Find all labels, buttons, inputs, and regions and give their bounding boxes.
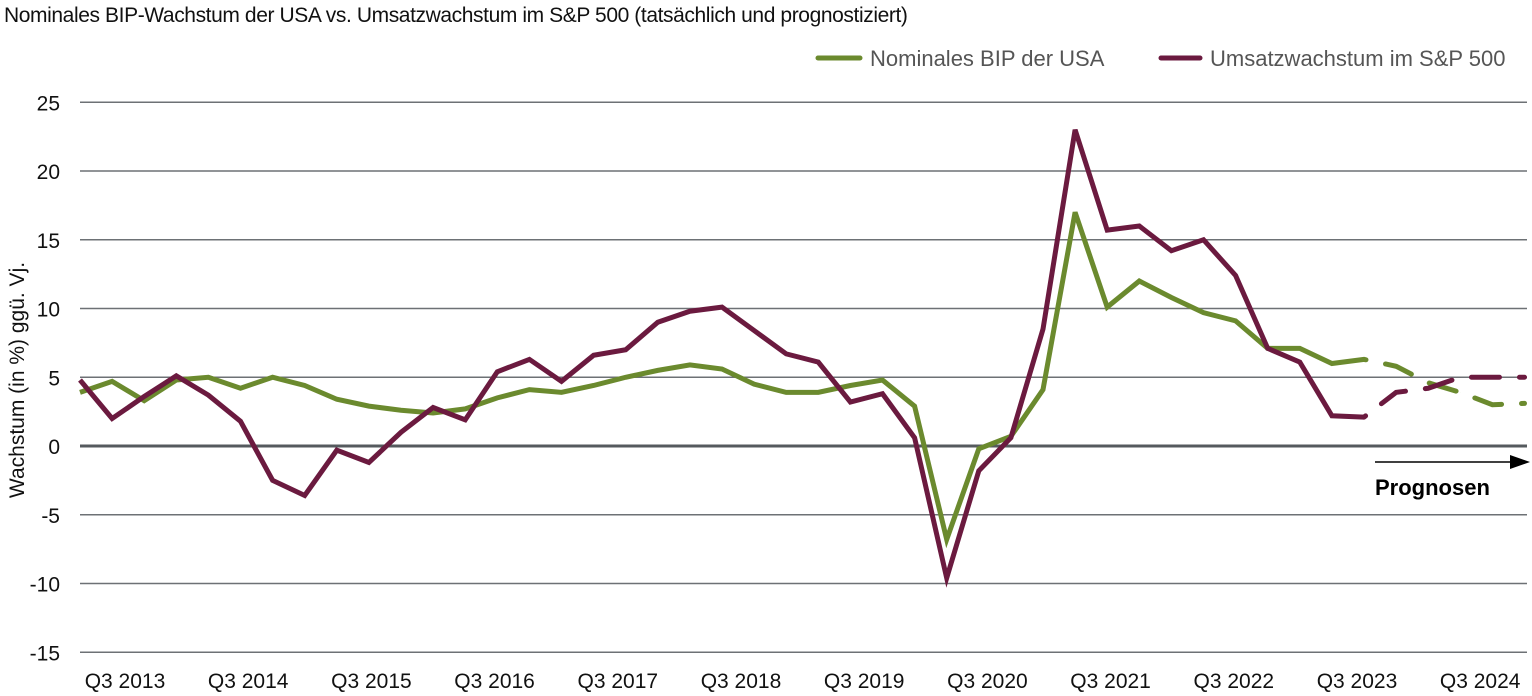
- x-tick-label: Q3 2014: [208, 670, 289, 693]
- x-tick-label: Q3 2019: [824, 670, 905, 693]
- y-tick-label: 5: [48, 367, 60, 390]
- series-line-actual: [79, 211, 1365, 549]
- y-tick-label: -15: [30, 642, 60, 665]
- y-tick-label: -5: [41, 505, 60, 528]
- series-lines: [78, 128, 1527, 588]
- chart-title: Nominales BIP-Wachstum der USA vs. Umsat…: [4, 4, 908, 27]
- x-tick-label: Q3 2024: [1440, 670, 1521, 693]
- y-tick-label: 10: [37, 299, 60, 322]
- x-tick-label: Q3 2018: [701, 670, 782, 693]
- y-tick-label: 25: [37, 92, 60, 115]
- series-line-actual: [78, 128, 1365, 588]
- series-line-forecast: [1361, 374, 1527, 420]
- x-tick-label: Q3 2021: [1070, 670, 1151, 693]
- forecast-marker: Prognosen: [1375, 455, 1530, 500]
- x-tick-label: Q3 2022: [1194, 670, 1275, 693]
- y-tick-label: 15: [37, 230, 60, 253]
- x-tick-labels: Q3 2013 Q3 2014 Q3 2015 Q3 2016 Q3 2017 Q3 20…: [85, 670, 1521, 693]
- forecast-arrow-head: [1510, 455, 1530, 469]
- x-tick-label: Q3 2023: [1317, 670, 1398, 693]
- legend-label-revenue: Umsatzwachstum im S&P 500: [1210, 46, 1505, 71]
- y-tick-label: -10: [30, 574, 60, 597]
- y-tick-labels: 25 20 15 10 5 0 -5 -10 -15: [30, 92, 60, 665]
- legend: Nominales BIP der USA Umsatzwachstum im …: [815, 46, 1505, 71]
- x-tick-label: Q3 2016: [454, 670, 535, 693]
- x-tick-label: Q3 2017: [578, 670, 659, 693]
- series-1: [78, 128, 1527, 588]
- gridlines: [80, 101, 1527, 653]
- x-tick-label: Q3 2013: [85, 670, 166, 693]
- y-tick-label: 20: [37, 161, 60, 184]
- legend-label-gdp: Nominales BIP der USA: [870, 46, 1105, 71]
- x-tick-label: Q3 2020: [947, 670, 1028, 693]
- y-tick-label: 0: [48, 436, 60, 459]
- y-axis-title: Wachstum (in %) ggü. Vj.: [6, 262, 29, 498]
- x-tick-label: Q3 2015: [331, 670, 412, 693]
- series-line-forecast: [1361, 356, 1527, 408]
- forecast-label: Prognosen: [1375, 475, 1490, 500]
